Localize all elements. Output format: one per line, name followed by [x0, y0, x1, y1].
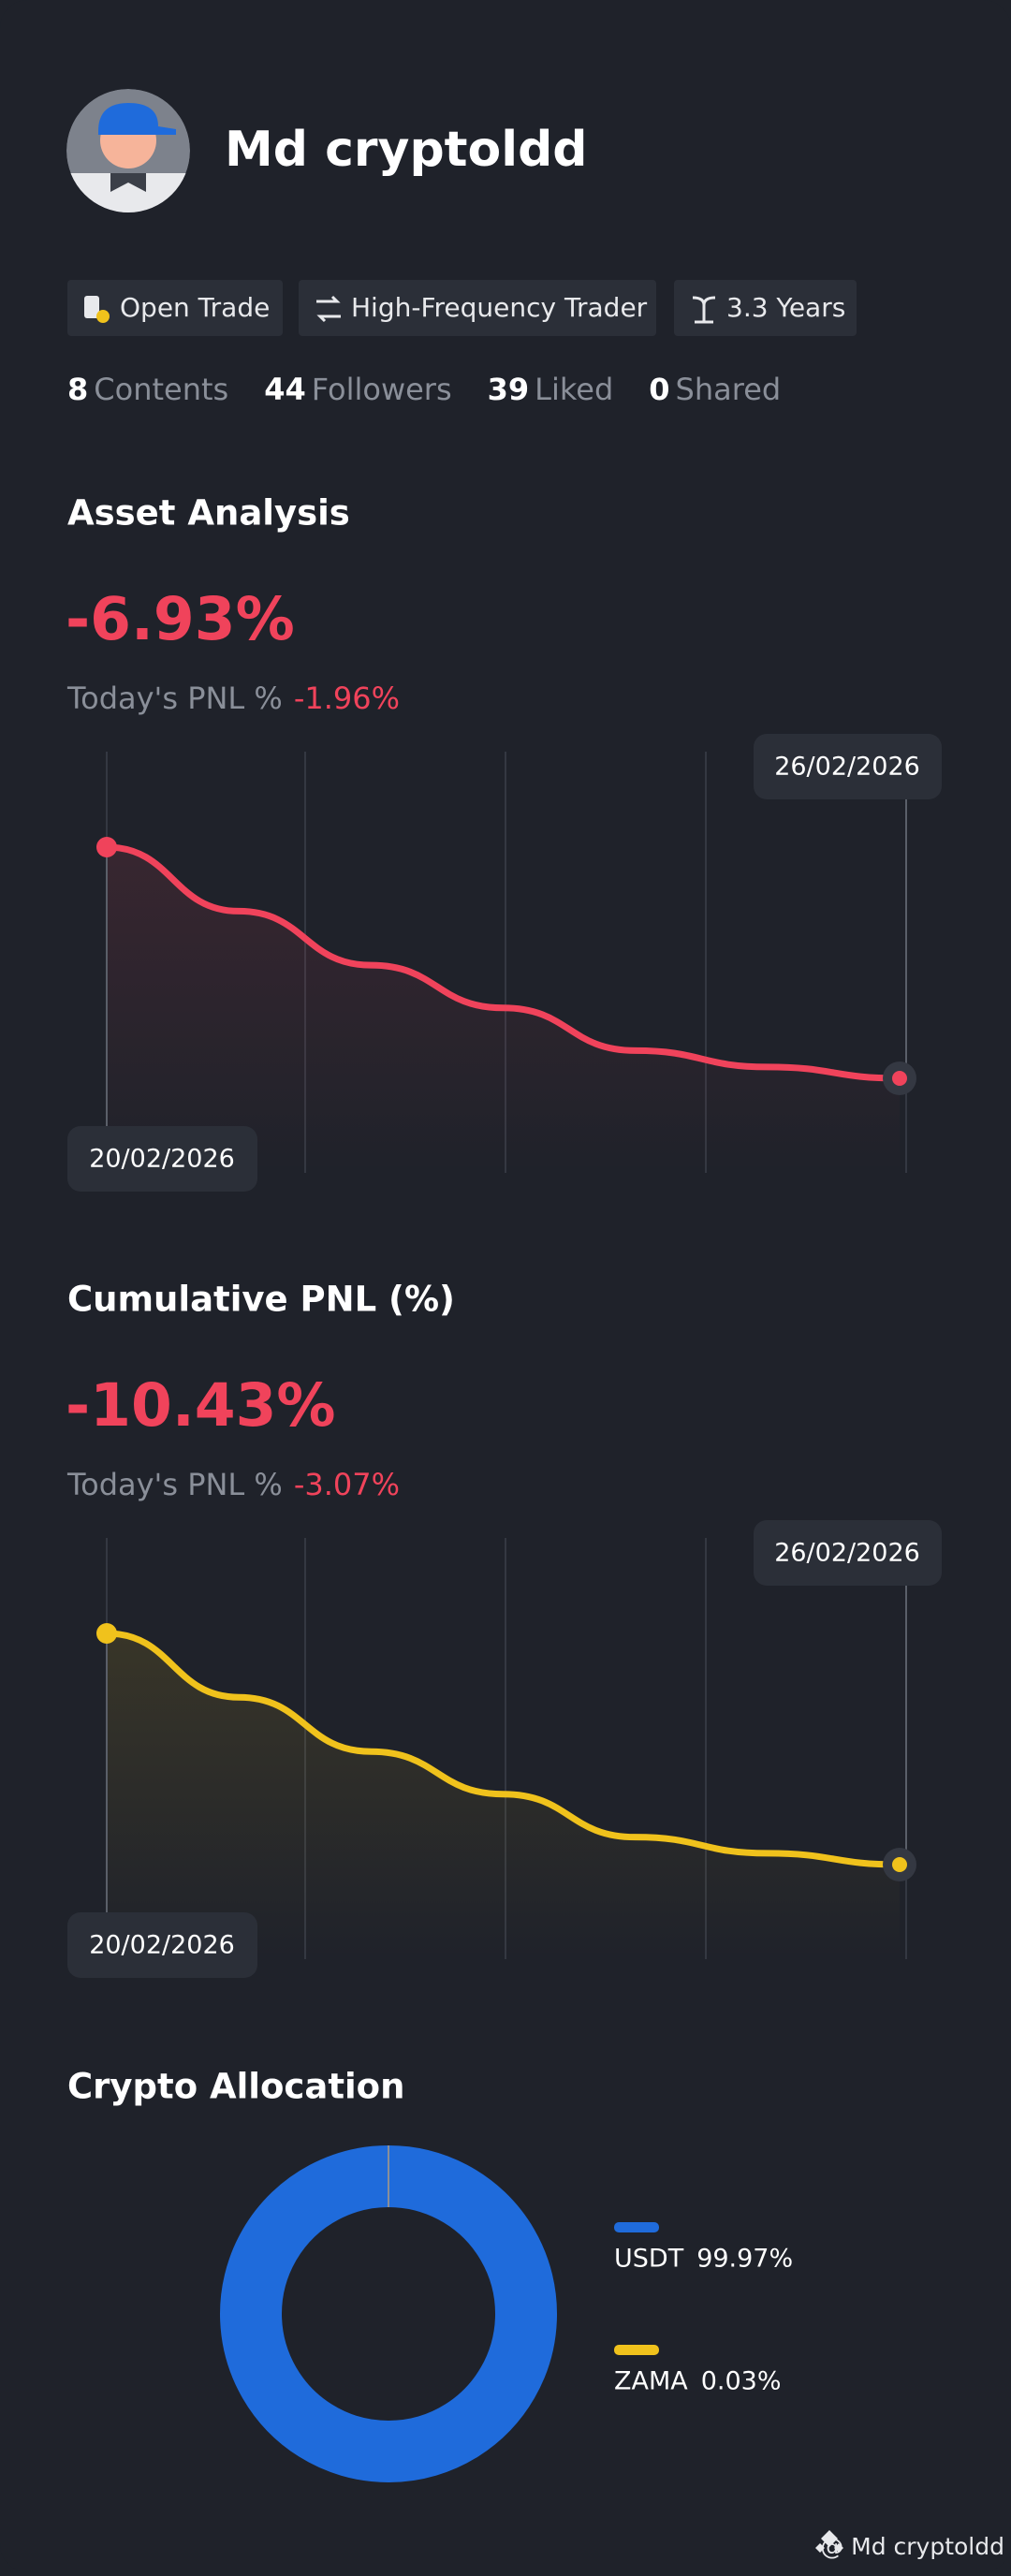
section-title: Cumulative PNL (%) [67, 1280, 455, 1320]
today-label: Today's PNL % [66, 1467, 283, 1502]
end-point [892, 1071, 907, 1086]
legend-name: ZAMA [614, 2367, 688, 2396]
legend-name: USDT [614, 2245, 684, 2274]
footer: @ Md cryptoldd [820, 2533, 1004, 2560]
stat-label: Liked [535, 372, 613, 407]
section-title: Asset Analysis [67, 493, 350, 534]
pnl-value: -6.93% [66, 585, 295, 653]
stat-value: 8 [67, 372, 88, 407]
legend-value: 99.97% [696, 2245, 793, 2274]
end-point [892, 1857, 907, 1872]
start-date: 20/02/2026 [89, 1931, 235, 1960]
today-value: -1.96% [294, 681, 400, 716]
start-point [96, 837, 117, 857]
start-point [96, 1623, 117, 1644]
legend-swatch [614, 2345, 659, 2355]
today-label: Today's PNL % [66, 681, 283, 716]
stat-value: 44 [264, 372, 306, 407]
stat-label: Contents [94, 372, 228, 407]
user-name: Md cryptoldd [225, 122, 588, 178]
section-title: Crypto Allocation [67, 2067, 404, 2107]
stat-label: Shared [676, 372, 782, 407]
tag: High-Frequency Trader [351, 292, 648, 323]
tags: Open Trade High-Frequency Trader 3.3 Yea… [67, 280, 857, 336]
tag: Open Trade [120, 292, 270, 323]
stat-value: 0 [649, 372, 669, 407]
pnl-value: -10.43% [66, 1371, 336, 1440]
legend-swatch [614, 2222, 659, 2232]
end-date: 26/02/2026 [774, 1539, 920, 1568]
stat-label: Followers [312, 372, 452, 407]
start-date: 20/02/2026 [89, 1145, 235, 1174]
end-date: 26/02/2026 [774, 753, 920, 782]
today-value: -3.07% [294, 1467, 400, 1502]
legend-value: 0.03% [701, 2367, 782, 2396]
stat-value: 39 [488, 372, 530, 407]
tag: 3.3 Years [726, 292, 845, 323]
